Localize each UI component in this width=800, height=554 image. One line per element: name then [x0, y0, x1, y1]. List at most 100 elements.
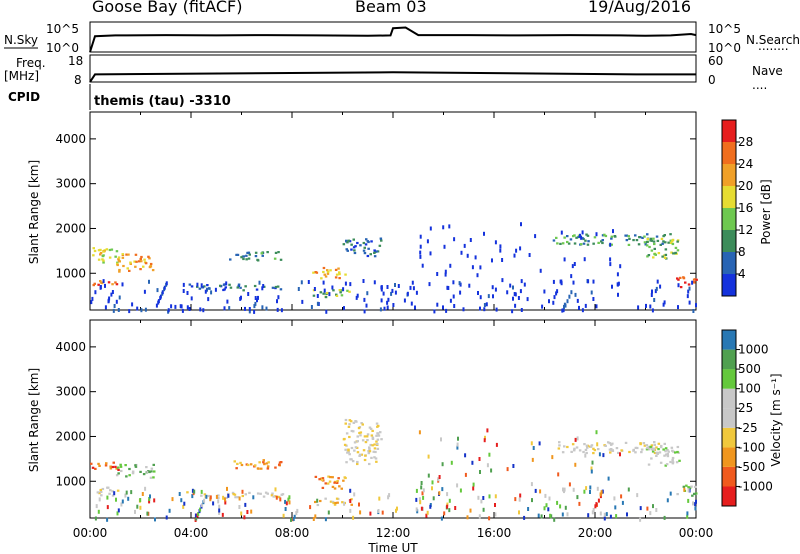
velocity-echo	[432, 496, 435, 501]
power-cell	[573, 242, 577, 245]
power-echo	[362, 279, 365, 283]
power-echo	[210, 290, 213, 295]
velocity-echo	[591, 460, 594, 465]
velocity-cell	[114, 465, 117, 468]
velocity-echo	[171, 497, 174, 502]
power-echo	[474, 255, 477, 260]
power-cell	[676, 240, 679, 243]
velocity-echo	[620, 494, 623, 499]
power-echo	[258, 280, 261, 285]
velocity-echo	[530, 441, 533, 446]
power-cell	[353, 251, 357, 255]
velocity-cell	[645, 448, 649, 451]
velocity-echo	[531, 498, 533, 503]
power-echo	[519, 289, 522, 294]
power-cell	[334, 276, 338, 279]
power-echo	[280, 308, 283, 313]
velocity-echo	[420, 506, 423, 511]
power-cell	[362, 241, 366, 245]
velocity-cell	[575, 446, 579, 449]
velocity-cell	[663, 454, 666, 457]
velocity-cell	[361, 439, 365, 442]
power-echo	[391, 288, 394, 293]
velocity-echo	[687, 498, 690, 503]
velocity-cell	[120, 469, 123, 473]
power-echo	[548, 299, 550, 304]
velocity-cell	[666, 449, 669, 452]
velocity-cell	[232, 493, 235, 496]
sky-tick-top: 10^5	[46, 22, 79, 36]
velocity-cell	[266, 467, 270, 470]
power-echo	[645, 303, 647, 308]
power-cell	[206, 284, 209, 287]
velocity-cell	[693, 485, 697, 488]
power-cell	[148, 257, 151, 260]
velocity-cell	[368, 426, 372, 429]
power-ytick-label: 4000	[55, 132, 86, 146]
velocity-cell	[666, 452, 669, 456]
velocity-echo	[590, 469, 593, 474]
velocity-cell	[134, 464, 137, 467]
velocity-echo	[106, 495, 109, 500]
power-cell	[604, 234, 608, 238]
velocity-cell	[636, 446, 639, 450]
freq-tick-bottom: 8	[74, 73, 82, 87]
velocity-cell	[675, 461, 679, 464]
power-cell	[255, 288, 259, 291]
nsearch-label: N.Search	[746, 33, 800, 47]
power-echo	[202, 308, 205, 313]
velocity-echo	[519, 493, 522, 498]
power-echo	[619, 264, 622, 269]
power-cell	[652, 240, 656, 243]
velocity-echo	[238, 496, 241, 501]
velocity-echo	[666, 498, 669, 503]
power-echo	[344, 281, 347, 286]
velocity-echo	[694, 506, 697, 511]
nsky-line	[89, 26, 697, 53]
velocity-echo	[568, 482, 571, 487]
velocity-echo	[218, 508, 221, 513]
velocity-echo	[601, 489, 604, 494]
power-echo	[563, 302, 566, 307]
power-echo	[491, 285, 494, 290]
velocity-cell	[331, 476, 334, 479]
velocity-cell	[264, 491, 268, 494]
velocity-echo	[98, 497, 101, 502]
power-cell	[369, 253, 372, 256]
velocity-echo	[695, 499, 697, 504]
power-cell	[242, 289, 245, 292]
power-echo	[373, 280, 376, 285]
power-echo	[239, 296, 242, 301]
velocity-colorbar-label: -1000	[738, 479, 773, 493]
power-echo	[637, 305, 640, 310]
velocity-cell	[653, 441, 656, 444]
power-echo	[186, 291, 189, 295]
power-echo	[190, 296, 193, 301]
power-echo	[155, 303, 158, 308]
velocity-echo	[607, 476, 610, 481]
power-echo	[316, 301, 319, 306]
velocity-cell	[262, 495, 266, 498]
velocity-echo	[141, 492, 144, 496]
power-cell	[134, 265, 137, 268]
power-cell	[635, 239, 639, 242]
power-echo	[419, 244, 422, 249]
velocity-echo	[209, 495, 212, 500]
power-cell	[657, 252, 661, 255]
power-echo	[677, 283, 680, 288]
power-echo	[452, 280, 455, 285]
velocity-echo	[182, 504, 185, 509]
power-cell	[684, 281, 687, 284]
velocity-cell	[364, 441, 368, 444]
power-echo	[571, 264, 574, 269]
velocity-cell	[112, 461, 115, 464]
velocity-echo	[613, 496, 616, 501]
velocity-cell	[348, 453, 351, 456]
power-cell	[664, 241, 667, 244]
velocity-cell	[659, 461, 663, 464]
power-cell	[100, 281, 103, 284]
power-cell	[585, 233, 588, 236]
velocity-cell	[672, 450, 675, 453]
velocity-echo	[316, 498, 319, 503]
